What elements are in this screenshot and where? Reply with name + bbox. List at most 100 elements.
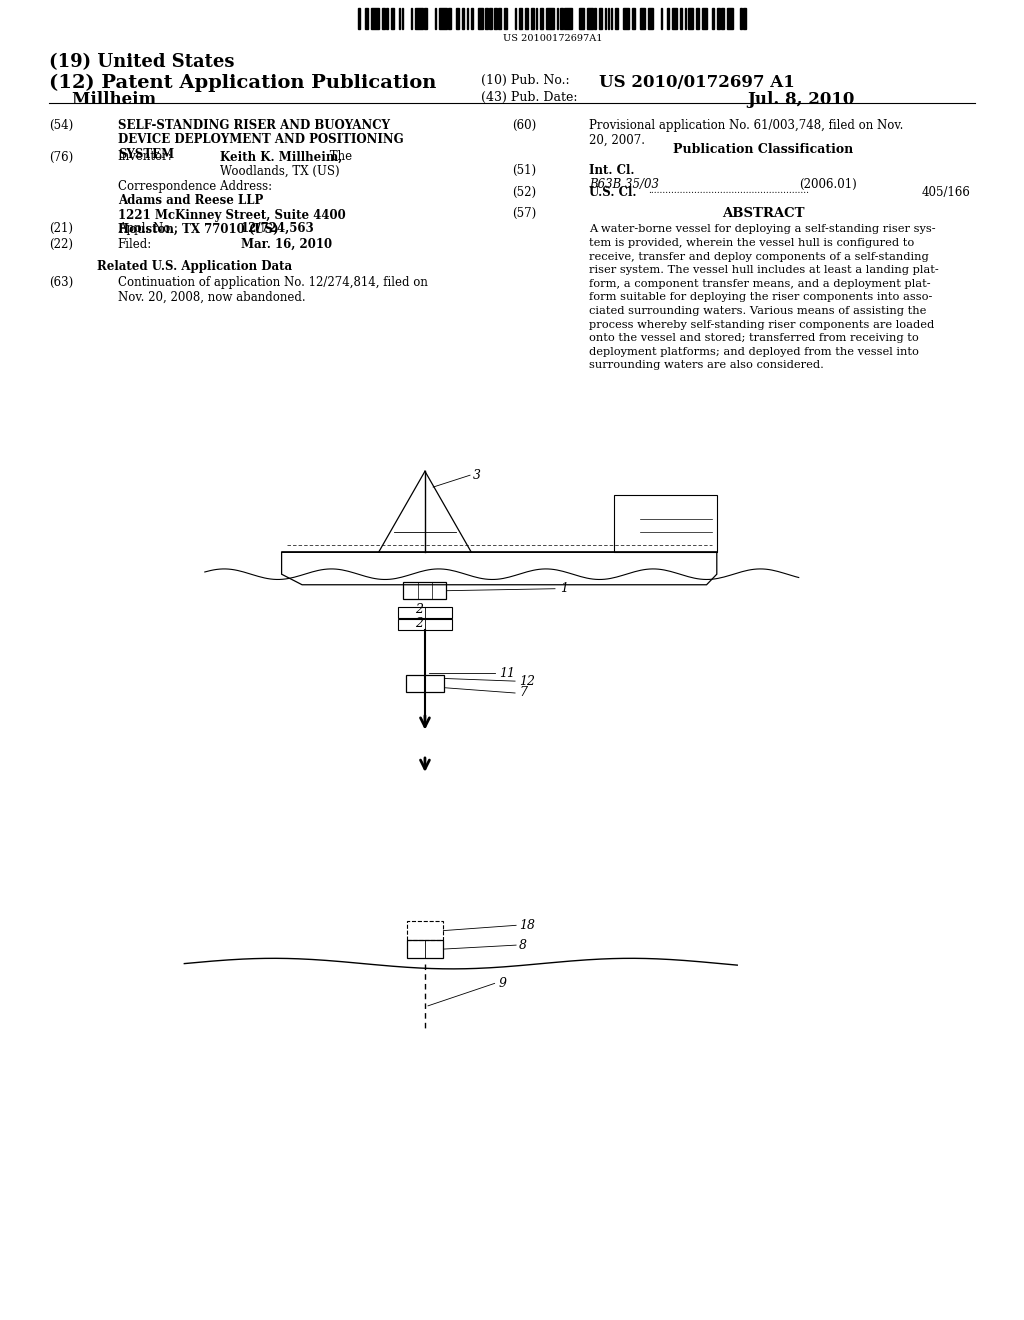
Bar	[685, 8, 686, 29]
Text: (12) Patent Application Publication: (12) Patent Application Publication	[49, 74, 436, 92]
Text: (76): (76)	[49, 150, 74, 164]
Bar	[660, 8, 663, 29]
Bar	[416, 8, 423, 29]
Text: Jul. 8, 2010: Jul. 8, 2010	[748, 91, 855, 108]
Bar	[632, 8, 635, 29]
Text: Mar. 16, 2010: Mar. 16, 2010	[241, 238, 332, 251]
Bar	[386, 8, 387, 29]
Bar	[504, 8, 507, 29]
Bar	[680, 8, 682, 29]
Bar	[525, 8, 528, 29]
Bar	[701, 8, 708, 29]
Text: 18: 18	[519, 919, 536, 932]
Text: Continuation of application No. 12/274,814, filed on: Continuation of application No. 12/274,8…	[118, 276, 428, 289]
Text: Appl. No.:: Appl. No.:	[118, 222, 177, 235]
Bar	[721, 8, 724, 29]
Bar	[648, 8, 653, 29]
Bar	[688, 8, 693, 29]
Bar	[449, 8, 452, 29]
Text: Int. Cl.: Int. Cl.	[589, 164, 634, 177]
Bar	[382, 8, 385, 29]
Bar	[494, 8, 497, 29]
Text: Nov. 20, 2008, now abandoned.: Nov. 20, 2008, now abandoned.	[118, 290, 305, 304]
Bar	[406, 675, 444, 692]
Text: 9: 9	[499, 977, 507, 990]
Bar	[713, 8, 714, 29]
Text: Publication Classification: Publication Classification	[673, 143, 853, 156]
Bar	[398, 8, 400, 29]
Text: Correspondence Address:: Correspondence Address:	[118, 180, 272, 193]
Bar	[610, 8, 612, 29]
Text: (2006.01): (2006.01)	[799, 178, 856, 191]
Bar	[401, 8, 403, 29]
Bar	[588, 8, 593, 29]
Text: 20, 2007.: 20, 2007.	[589, 133, 645, 147]
Bar	[398, 607, 452, 618]
Bar	[624, 8, 629, 29]
Bar	[457, 8, 460, 29]
Bar	[484, 8, 487, 29]
Text: US 2010/0172697 A1: US 2010/0172697 A1	[599, 74, 795, 91]
Bar	[696, 8, 699, 29]
Text: 11: 11	[499, 667, 515, 680]
Text: Filed:: Filed:	[118, 238, 152, 251]
Bar	[519, 8, 522, 29]
Text: (21): (21)	[49, 222, 73, 235]
Bar	[478, 8, 483, 29]
Text: 1: 1	[560, 582, 568, 595]
Text: US 20100172697A1: US 20100172697A1	[503, 34, 603, 44]
Text: (57): (57)	[512, 207, 537, 220]
Bar	[607, 8, 609, 29]
Text: 8: 8	[519, 939, 527, 952]
Bar	[599, 8, 602, 29]
Bar	[717, 8, 720, 29]
Text: Keith K. Millheim,: Keith K. Millheim,	[220, 150, 343, 164]
Text: (43) Pub. Date:: (43) Pub. Date:	[481, 91, 578, 104]
Bar	[358, 8, 359, 29]
Text: 3: 3	[473, 469, 481, 482]
Text: SELF-STANDING RISER AND BUOYANCY: SELF-STANDING RISER AND BUOYANCY	[118, 119, 390, 132]
Bar	[371, 8, 379, 29]
Bar	[727, 8, 732, 29]
Bar	[536, 8, 538, 29]
Bar	[439, 8, 446, 29]
Bar	[640, 8, 645, 29]
Bar	[489, 8, 493, 29]
Bar	[411, 8, 413, 29]
Bar	[564, 8, 571, 29]
Text: A water-borne vessel for deploying a self-standing riser sys-
tem is provided, w: A water-borne vessel for deploying a sel…	[589, 224, 939, 371]
Bar	[615, 8, 618, 29]
Bar	[499, 8, 502, 29]
Text: Adams and Reese LLP: Adams and Reese LLP	[118, 194, 263, 207]
Text: Related U.S. Application Data: Related U.S. Application Data	[97, 260, 292, 273]
Text: Woodlands, TX (US): Woodlands, TX (US)	[220, 165, 340, 178]
Text: Houston, TX 77010 (US): Houston, TX 77010 (US)	[118, 223, 279, 236]
Bar	[614, 495, 717, 552]
Bar	[390, 8, 393, 29]
Text: B63B 35/03: B63B 35/03	[589, 178, 658, 191]
Text: (10) Pub. No.:: (10) Pub. No.:	[481, 74, 570, 87]
Bar	[471, 8, 473, 29]
Text: SYSTEM: SYSTEM	[118, 148, 174, 161]
Text: U.S. Cl.: U.S. Cl.	[589, 186, 636, 199]
Text: 1221 McKinney Street, Suite 4400: 1221 McKinney Street, Suite 4400	[118, 209, 345, 222]
Text: (63): (63)	[49, 276, 74, 289]
Text: (52): (52)	[512, 186, 537, 199]
Text: (19) United States: (19) United States	[49, 53, 234, 71]
Bar	[557, 8, 558, 29]
Text: 12/724,563: 12/724,563	[241, 222, 314, 235]
Bar	[403, 582, 446, 599]
Bar	[668, 8, 669, 29]
Bar	[743, 8, 746, 29]
Text: 12: 12	[519, 675, 536, 688]
Bar	[580, 8, 585, 29]
Bar	[546, 8, 554, 29]
Bar	[407, 940, 443, 958]
Text: 7: 7	[519, 686, 527, 700]
Bar	[594, 8, 596, 29]
Bar	[515, 8, 516, 29]
Text: 2: 2	[415, 603, 423, 616]
Text: (54): (54)	[49, 119, 74, 132]
Text: DEVICE DEPLOYMENT AND POSITIONING: DEVICE DEPLOYMENT AND POSITIONING	[118, 133, 403, 147]
Bar	[366, 8, 369, 29]
